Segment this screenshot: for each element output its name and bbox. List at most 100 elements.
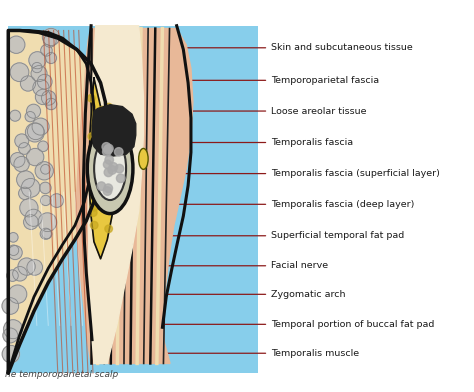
Text: Skin and subcutaneous tissue: Skin and subcutaneous tissue bbox=[271, 43, 413, 52]
Text: Temporoparietal fascia: Temporoparietal fascia bbox=[271, 76, 379, 85]
Circle shape bbox=[96, 128, 103, 136]
Circle shape bbox=[26, 123, 45, 142]
Circle shape bbox=[101, 198, 109, 206]
Circle shape bbox=[41, 195, 51, 205]
Circle shape bbox=[42, 229, 52, 239]
Circle shape bbox=[105, 203, 112, 211]
Text: Temporalis fascia (superficial layer): Temporalis fascia (superficial layer) bbox=[271, 169, 440, 178]
Circle shape bbox=[9, 285, 27, 303]
Circle shape bbox=[88, 132, 96, 140]
Circle shape bbox=[13, 267, 27, 281]
Circle shape bbox=[102, 143, 110, 151]
Circle shape bbox=[32, 118, 49, 135]
Circle shape bbox=[46, 98, 57, 110]
Circle shape bbox=[117, 174, 125, 183]
Circle shape bbox=[101, 131, 109, 139]
Polygon shape bbox=[9, 31, 107, 373]
Circle shape bbox=[38, 213, 57, 232]
Circle shape bbox=[91, 221, 98, 229]
Circle shape bbox=[89, 158, 96, 165]
Circle shape bbox=[100, 139, 109, 146]
Circle shape bbox=[105, 156, 113, 164]
Circle shape bbox=[41, 91, 56, 105]
Circle shape bbox=[32, 62, 42, 73]
Circle shape bbox=[18, 187, 31, 200]
Circle shape bbox=[90, 209, 97, 216]
Ellipse shape bbox=[87, 123, 133, 214]
Circle shape bbox=[3, 328, 18, 343]
Circle shape bbox=[2, 345, 19, 363]
Circle shape bbox=[104, 145, 112, 154]
Circle shape bbox=[17, 171, 35, 189]
Circle shape bbox=[18, 143, 30, 154]
Circle shape bbox=[44, 35, 56, 47]
Circle shape bbox=[27, 123, 44, 140]
Circle shape bbox=[103, 156, 111, 164]
Circle shape bbox=[8, 36, 25, 53]
Ellipse shape bbox=[94, 137, 126, 200]
Polygon shape bbox=[89, 78, 113, 259]
Circle shape bbox=[36, 89, 51, 105]
Circle shape bbox=[96, 163, 103, 170]
Circle shape bbox=[4, 320, 23, 339]
Ellipse shape bbox=[138, 149, 148, 169]
Polygon shape bbox=[9, 31, 94, 373]
Circle shape bbox=[27, 104, 41, 118]
Circle shape bbox=[95, 111, 102, 118]
Circle shape bbox=[98, 116, 106, 123]
Text: Temporalis muscle: Temporalis muscle bbox=[271, 349, 359, 358]
Text: Superficial temporal fat pad: Superficial temporal fat pad bbox=[271, 231, 404, 240]
Text: Facial nerve: Facial nerve bbox=[271, 261, 328, 270]
Circle shape bbox=[31, 65, 47, 82]
Circle shape bbox=[2, 298, 18, 314]
Circle shape bbox=[105, 144, 113, 153]
Circle shape bbox=[18, 258, 35, 275]
Circle shape bbox=[8, 245, 22, 260]
Circle shape bbox=[90, 203, 98, 211]
Circle shape bbox=[96, 188, 104, 196]
Circle shape bbox=[10, 152, 25, 167]
Circle shape bbox=[88, 94, 95, 102]
Circle shape bbox=[10, 63, 29, 82]
Text: Temporalis fascia: Temporalis fascia bbox=[271, 138, 354, 147]
Circle shape bbox=[25, 209, 42, 226]
Circle shape bbox=[29, 52, 46, 69]
Circle shape bbox=[27, 149, 44, 166]
Circle shape bbox=[21, 178, 40, 197]
Text: he temporoparietal scalp: he temporoparietal scalp bbox=[5, 370, 118, 379]
Circle shape bbox=[96, 194, 103, 202]
Circle shape bbox=[108, 166, 117, 174]
Bar bbox=[9, 26, 257, 373]
Circle shape bbox=[7, 270, 18, 281]
Circle shape bbox=[20, 76, 36, 91]
Text: Temporal portion of buccal fat pad: Temporal portion of buccal fat pad bbox=[271, 320, 435, 329]
Circle shape bbox=[27, 260, 43, 275]
Circle shape bbox=[33, 80, 49, 96]
Polygon shape bbox=[92, 105, 136, 156]
Text: Zygomatic arch: Zygomatic arch bbox=[271, 290, 346, 299]
Circle shape bbox=[105, 123, 113, 131]
Circle shape bbox=[38, 141, 48, 152]
Circle shape bbox=[105, 103, 112, 111]
Circle shape bbox=[41, 45, 52, 56]
Circle shape bbox=[24, 215, 38, 229]
Polygon shape bbox=[88, 26, 144, 363]
Circle shape bbox=[94, 183, 102, 191]
Circle shape bbox=[42, 28, 60, 45]
Circle shape bbox=[97, 182, 106, 191]
Circle shape bbox=[40, 228, 51, 239]
Circle shape bbox=[99, 106, 107, 114]
Circle shape bbox=[104, 168, 113, 177]
Polygon shape bbox=[77, 29, 193, 363]
Circle shape bbox=[114, 148, 123, 156]
Circle shape bbox=[41, 165, 50, 174]
Text: Loose areolar tissue: Loose areolar tissue bbox=[271, 107, 367, 116]
Circle shape bbox=[102, 147, 111, 156]
Text: Temporalis fascia (deep layer): Temporalis fascia (deep layer) bbox=[271, 200, 415, 209]
Circle shape bbox=[8, 245, 18, 256]
Circle shape bbox=[46, 53, 56, 64]
Circle shape bbox=[99, 145, 106, 153]
Circle shape bbox=[40, 182, 51, 194]
Circle shape bbox=[100, 126, 108, 134]
Circle shape bbox=[50, 194, 64, 207]
